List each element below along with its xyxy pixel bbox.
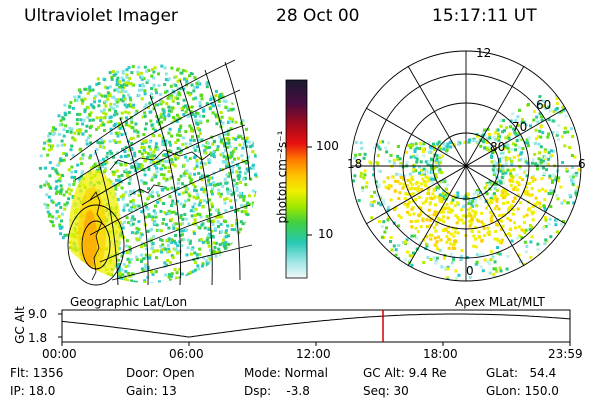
colorbar-unit-label: photon cm⁻²s⁻¹ bbox=[275, 130, 289, 224]
altitude-tick-high: 9.0 bbox=[28, 307, 48, 321]
time-tick-0000: 00:00 bbox=[42, 347, 77, 361]
ip-readout: IP: 18.0 bbox=[10, 384, 56, 398]
dsp-readout: Dsp: -3.8 bbox=[244, 384, 310, 398]
left-aurora-image bbox=[38, 64, 258, 283]
time-tick-0600: 06:00 bbox=[169, 347, 204, 361]
colorbar-tick-100: 100 bbox=[316, 139, 339, 153]
gc-altitude-readout: GC Alt: 9.4 Re bbox=[363, 366, 447, 380]
lat-label-80: 80 bbox=[490, 140, 506, 154]
door-readout: Door: Open bbox=[126, 366, 195, 380]
left-image-panel bbox=[38, 59, 258, 286]
lat-label-60: 60 bbox=[536, 98, 552, 112]
right-polar-panel bbox=[350, 50, 582, 282]
sequence-readout: Seq: 30 bbox=[363, 384, 409, 398]
glat-readout: GLat: 54.4 bbox=[486, 366, 557, 380]
mode-readout: Mode: Normal bbox=[244, 366, 328, 380]
right-panel-label: Apex MLat/MLT bbox=[455, 295, 545, 309]
time-tick-1200: 12:00 bbox=[296, 347, 331, 361]
lat-label-70: 70 bbox=[512, 120, 528, 134]
altitude-tick-low: 1.8 bbox=[28, 331, 48, 345]
date-label: 28 Oct 00 bbox=[276, 6, 360, 26]
geographic-grid bbox=[67, 59, 253, 286]
mlt-label-0: 0 bbox=[466, 264, 474, 278]
right-aurora-image bbox=[351, 93, 581, 281]
mlt-label-18: 18 bbox=[347, 157, 363, 171]
polar-grid bbox=[350, 50, 582, 282]
colorbar bbox=[285, 79, 308, 279]
time-tick-2359: 23:59 bbox=[548, 347, 583, 361]
time-tick-1800: 18:00 bbox=[423, 347, 458, 361]
instrument-title: Ultraviolet Imager bbox=[24, 6, 178, 26]
left-panel-label: Geographic Lat/Lon bbox=[70, 295, 188, 309]
altitude-axis-label: GC Alt bbox=[13, 306, 27, 344]
glon-readout: GLon: 150.0 bbox=[486, 384, 559, 398]
mlt-label-12: 12 bbox=[476, 46, 492, 60]
altitude-plot bbox=[58, 309, 571, 346]
flight-readout: Flt: 1356 bbox=[10, 366, 64, 380]
colorbar-tick-10: 10 bbox=[318, 227, 334, 241]
time-label: 15:17:11 UT bbox=[432, 6, 537, 26]
mlt-label-6: 6 bbox=[578, 157, 586, 171]
gain-readout: Gain: 13 bbox=[126, 384, 177, 398]
